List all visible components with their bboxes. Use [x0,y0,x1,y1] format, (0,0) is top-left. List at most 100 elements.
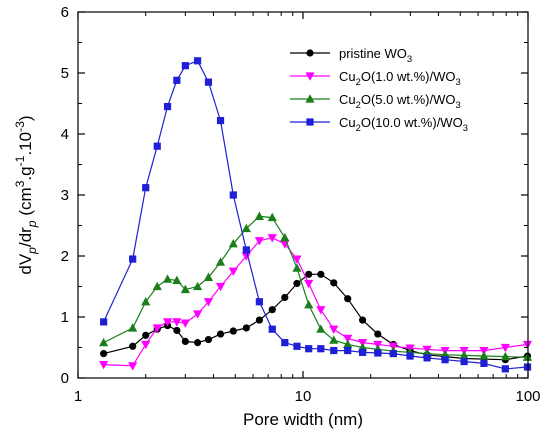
legend-label: Cu2O(10.0 wt.%)/WO3 [339,115,468,133]
y-tick-label: 0 [61,370,69,387]
series-2-point-3 [152,281,162,291]
series-1-point-5 [172,318,182,327]
series-3-point-9 [216,116,225,125]
series-1-point-15 [292,255,302,264]
series-1-point-17 [316,306,326,315]
series-0-line [103,273,528,361]
legend-label: Cu2O(5.0 wt.%)/WO3 [339,92,461,110]
series-3-point-7 [193,57,202,65]
series-0-point-19 [344,295,352,303]
series-1-point-3 [152,324,162,333]
y-tick-label: 2 [61,248,69,265]
series-0-point-13 [268,306,276,314]
series-0-point-17 [317,270,325,278]
series-2-point-18 [329,335,339,344]
series-1-point-7 [192,310,203,319]
x-tick-label: 1 [74,388,82,405]
series-1-point-0 [99,360,109,370]
series-3-point-11 [242,246,250,254]
series-2-point-17 [316,324,326,333]
series-3-point-19 [344,346,352,355]
series-2-point-16 [304,300,314,309]
series-0-point-8 [204,335,213,344]
plot-area [99,57,533,373]
series-1-point-28 [500,343,510,353]
series-3-point-5 [173,76,181,84]
series-0-point-16 [305,270,313,278]
series-2-point-4 [162,274,173,283]
series-3-point-2 [142,184,150,192]
series-3-point-18 [330,346,338,355]
series-2-point-0 [99,337,109,347]
series-1-point-16 [304,279,314,289]
series-0-point-14 [281,293,289,302]
series-2-point-27 [479,351,489,360]
series-3-point-13 [268,325,276,333]
series-3-point-23 [406,352,414,360]
series-1-point-27 [479,346,489,356]
series-3-point-10 [229,191,237,199]
y-axis-title: dVp/drp (cm3.g-1.10-3) [13,115,39,274]
series-2-point-26 [459,350,469,360]
legend-marker [306,118,314,126]
axes [77,11,529,379]
series-0-point-5 [173,326,181,335]
legend-entry-0: pristine WO3 [290,46,412,64]
series-2-point-1 [128,323,138,332]
series-3-point-25 [441,356,449,364]
series-2-point-2 [141,296,151,306]
series-3-point-21 [374,349,382,357]
series-3-point-26 [460,357,468,366]
y-tick-label: 4 [61,126,69,143]
series-3-point-3 [153,142,161,150]
series-2-point-28 [500,351,510,361]
series-1-point-9 [215,282,226,292]
y-tick-label: 5 [61,65,69,82]
legend: pristine WO3 Cu2O(1.0 wt.%)/WO3 Cu2O(5.0 w… [290,46,468,133]
x-axis-title: Pore width (nm) [243,410,363,429]
legend-marker [305,72,315,81]
series-0-point-15 [293,279,301,288]
series-1-point-11 [241,252,251,261]
series-3-point-0 [100,318,108,326]
series-3-point-20 [358,348,367,356]
series-3-point-22 [389,350,397,358]
series-3-point-14 [281,339,289,347]
legend-entry-2: Cu2O(5.0 wt.%)/WO3 [290,92,461,110]
series-2-point-14 [280,232,290,242]
series-0-point-20 [358,316,367,324]
series-0-point-2 [142,331,150,339]
series-0-point-7 [193,339,202,347]
series-1-point-6 [180,319,190,328]
series-3-point-24 [423,354,431,362]
y-tick-label: 1 [61,309,69,326]
series-1 [99,234,533,371]
series-1-point-13 [267,234,277,243]
legend-marker [306,49,314,57]
series-2-point-13 [267,212,277,222]
series-0-point-10 [229,327,237,335]
series-3-point-27 [480,359,488,367]
series-3 [100,57,532,373]
series-0-point-9 [216,330,225,338]
series-1-point-8 [203,298,214,307]
series-2-point-6 [180,284,190,294]
series-1-point-19 [343,334,353,344]
series-2-line [103,215,528,358]
legend-entry-1: Cu2O(1.0 wt.%)/WO3 [290,69,461,87]
series-2-point-15 [292,263,302,272]
series-1-point-10 [228,267,238,277]
series-2-point-19 [343,339,353,349]
y-tick-label: 6 [61,4,69,21]
series-3-point-8 [204,78,213,86]
series-2-point-7 [192,281,203,291]
series-2-point-11 [241,223,251,233]
plot-frame [77,11,529,379]
series-1-point-18 [329,325,339,334]
series-2-point-8 [203,272,214,281]
series-0-point-1 [129,342,137,350]
series-3-point-1 [129,255,137,263]
series-3-point-6 [181,62,189,70]
series-1-point-12 [254,237,264,246]
series-0-point-0 [100,350,108,358]
